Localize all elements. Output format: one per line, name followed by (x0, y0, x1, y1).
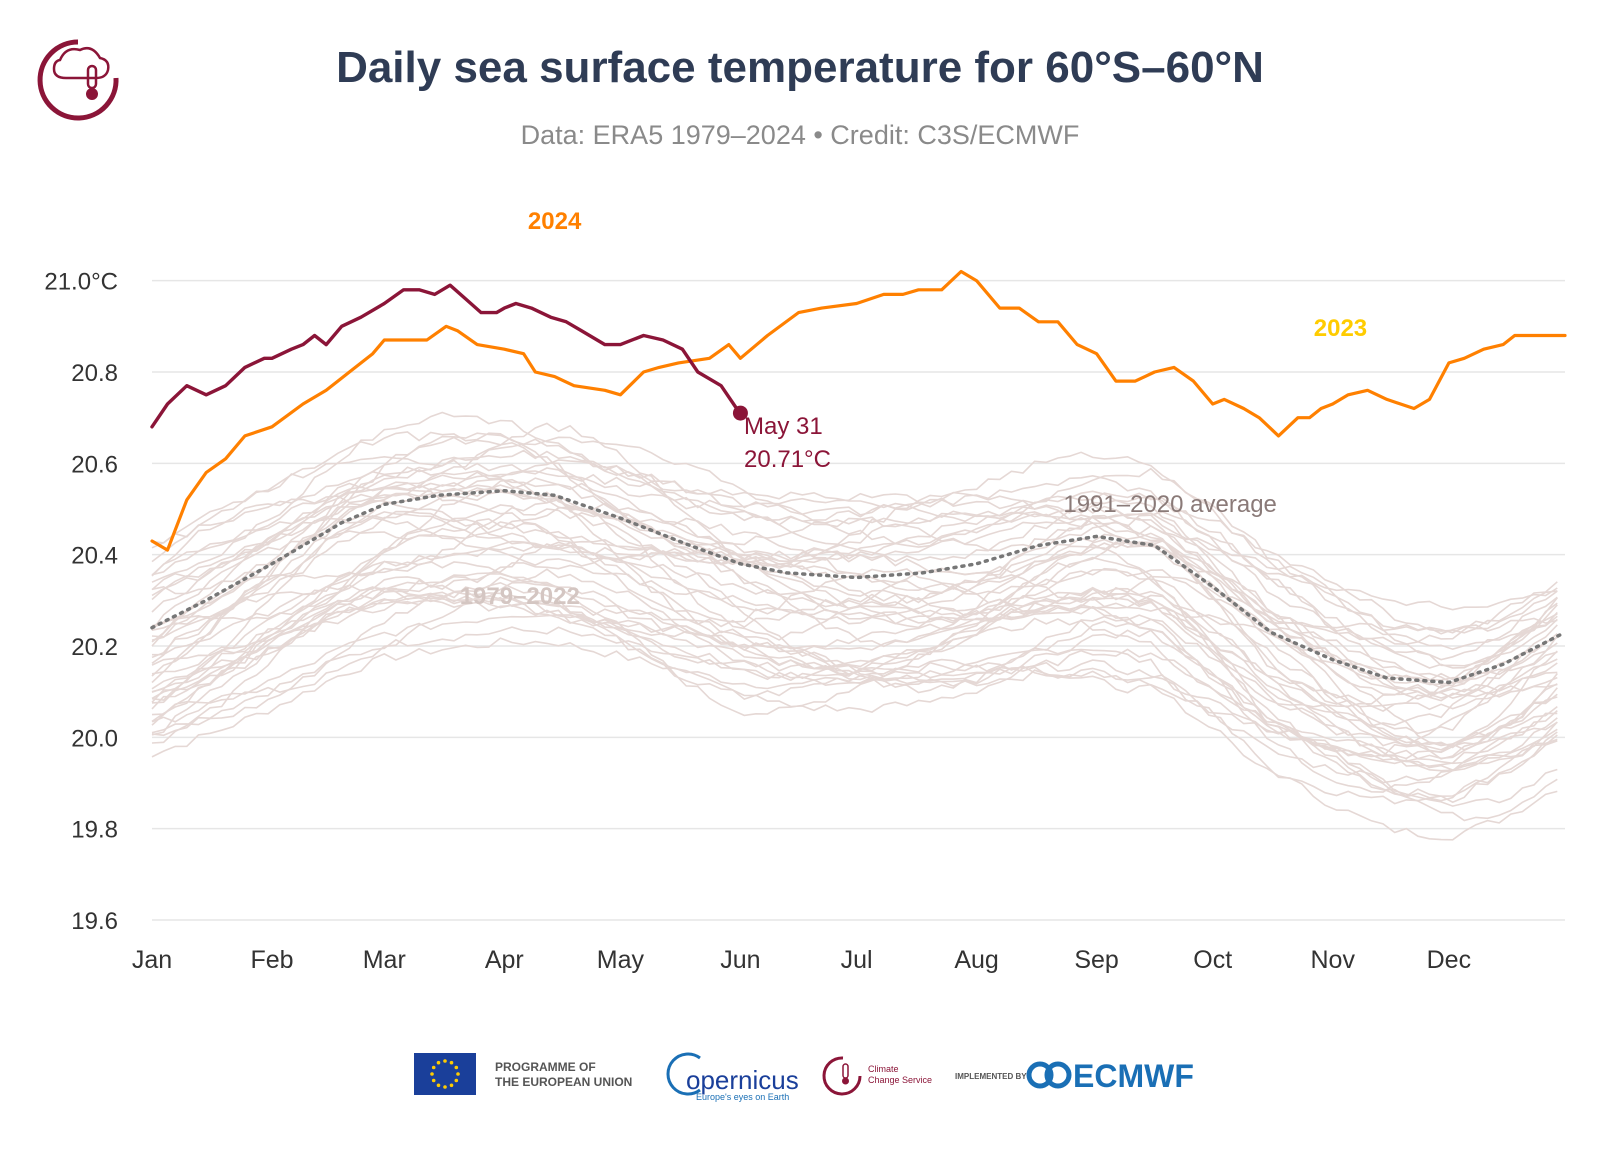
past-year-line (151, 590, 1558, 771)
ecmwf-logo: ECMWF (1026, 1058, 1194, 1094)
past-year-line (151, 502, 1558, 712)
implemented-by-label: IMPLEMENTED BY (955, 1072, 1027, 1081)
y-tick-label: 20.0 (71, 725, 118, 752)
label-2023: 2023 (1314, 315, 1367, 342)
label-1979-2022: 1979–2022 (460, 583, 580, 610)
eu-star (430, 1072, 434, 1076)
last-value-label: 20.71°C (744, 446, 831, 473)
past-year-line (151, 490, 1558, 689)
past-year-line (151, 436, 1558, 651)
past-year-line (151, 484, 1558, 753)
past-year-line (151, 598, 1558, 804)
x-tick-label: May (597, 946, 645, 974)
x-tick-label: Jul (841, 946, 873, 974)
y-axis-ticks: 19.6 19.8 20.0 20.2 20.4 20.6 20.8 21.0°C (44, 269, 118, 935)
series-lines (150, 269, 1567, 685)
y-tick-label: 20.2 (71, 634, 118, 661)
y-tick-label: 20.8 (71, 360, 118, 387)
footer-logos: PROGRAMME OF THE EUROPEAN UNION opernicu… (414, 1052, 1194, 1102)
c3s-footer-line-1: Climate (868, 1064, 899, 1074)
past-year-line (151, 511, 1558, 727)
y-tick-label: 19.6 (71, 908, 118, 935)
past-year-line (151, 487, 1558, 686)
series-line (150, 269, 1567, 552)
x-tick-label: Aug (954, 946, 998, 974)
past-year-line (151, 540, 1558, 747)
past-year-line (151, 518, 1558, 772)
programme-line-1: PROGRAMME OF (495, 1060, 596, 1074)
past-year-line (151, 572, 1558, 749)
programme-line-2: THE EUROPEAN UNION (495, 1075, 632, 1089)
past-year-line (151, 459, 1558, 669)
ecmwf-wordmark: ECMWF (1073, 1058, 1194, 1094)
eu-star (436, 1060, 441, 1065)
x-tick-label: Feb (250, 946, 293, 974)
past-year-line (151, 581, 1558, 822)
x-tick-label: Dec (1427, 946, 1471, 974)
past-year-line (151, 449, 1558, 661)
y-tick-label: 19.8 (71, 817, 118, 844)
eu-star (431, 1078, 436, 1083)
grid-lines (152, 279, 1565, 921)
eu-flag-icon (414, 1053, 476, 1095)
last-date-label: May 31 (744, 413, 823, 440)
c3s-footer-line-2: Change Service (868, 1075, 932, 1085)
eu-star (454, 1065, 459, 1070)
past-year-line (151, 436, 1558, 635)
y-tick-label: 20.6 (71, 451, 118, 478)
annotations: 2024 2023 1979–2022 1991–2020 average May 31… (460, 208, 1367, 610)
eu-star (456, 1072, 460, 1076)
x-tick-label: Sep (1074, 946, 1118, 974)
x-tick-label: Apr (485, 946, 524, 974)
past-year-line (151, 432, 1558, 682)
x-tick-label: Oct (1193, 946, 1232, 974)
c3s-footer-logo: Climate Change Service (822, 1056, 932, 1096)
eu-star (436, 1083, 441, 1088)
past-year-line (151, 455, 1558, 611)
copernicus-tagline: Europe's eyes on Earth (696, 1092, 789, 1102)
label-average: 1991–2020 average (1063, 491, 1277, 518)
eu-star (454, 1078, 459, 1083)
last-value-marker (732, 405, 748, 421)
past-year-line (151, 468, 1558, 646)
past-year-line (151, 626, 1558, 805)
past-years-lines (151, 411, 1558, 841)
label-2024: 2024 (528, 208, 582, 235)
chart-title: Daily sea surface temperature for 60°S–6… (336, 43, 1264, 92)
past-year-line (151, 581, 1558, 807)
eu-star (443, 1085, 447, 1089)
series-line (150, 488, 1567, 685)
past-year-line (151, 422, 1558, 667)
x-tick-label: Jan (132, 946, 172, 974)
x-tick-label: Mar (363, 946, 406, 974)
x-axis-ticks: Jan Feb Mar Apr May Jun Jul Aug Sep Oct Nov Dec (132, 946, 1471, 974)
copernicus-wordmark: opernicus (686, 1065, 799, 1095)
past-year-line (151, 411, 1558, 634)
past-year-line (151, 538, 1558, 758)
series-line (150, 283, 739, 429)
past-year-line (151, 431, 1558, 634)
eu-star (431, 1065, 436, 1070)
eu-star (449, 1083, 454, 1088)
copernicus-logo: opernicus Europe's eyes on Earth (666, 1052, 799, 1102)
y-tick-label: 21.0°C (44, 269, 118, 296)
x-tick-label: Jun (720, 946, 760, 974)
y-tick-label: 20.4 (71, 543, 118, 570)
past-year-line (151, 477, 1558, 685)
x-tick-label: Nov (1310, 946, 1355, 974)
eu-star (449, 1060, 454, 1065)
chart-subtitle: Data: ERA5 1979–2024 • Credit: C3S/ECMWF (521, 120, 1080, 150)
eu-star (443, 1059, 447, 1063)
c3s-logo (37, 39, 119, 121)
